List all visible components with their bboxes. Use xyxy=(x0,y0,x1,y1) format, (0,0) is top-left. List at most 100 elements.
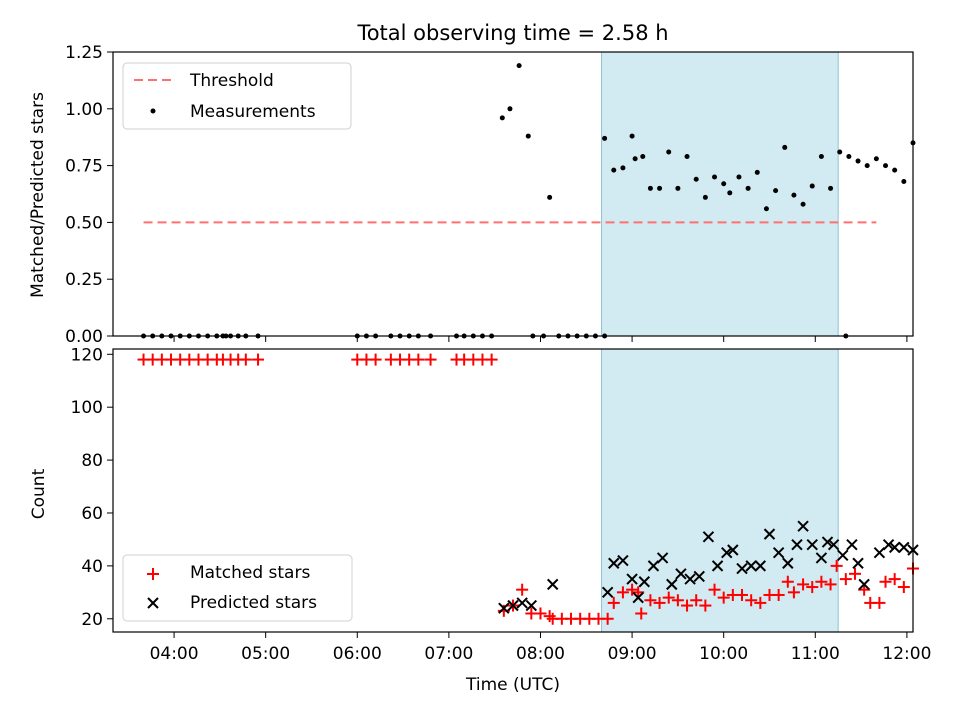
plot-frame xyxy=(112,348,914,633)
predicted-star-point xyxy=(727,544,739,556)
predicted-star-point xyxy=(858,578,870,591)
y-tick-label: 40 xyxy=(81,557,103,577)
measurement-point xyxy=(547,194,553,200)
matched-star-point xyxy=(626,583,639,596)
y-tick-label: 1.25 xyxy=(65,43,103,63)
measurement-point xyxy=(632,156,638,162)
predicted-star-point xyxy=(626,573,638,585)
matched-star-point xyxy=(412,353,425,366)
predicted-legend-swatch xyxy=(147,597,159,609)
bottom-y-axis-label: Count xyxy=(29,468,49,519)
measurement-point xyxy=(657,185,663,191)
matched-star-point xyxy=(873,596,886,609)
predicted-star-point xyxy=(846,539,858,551)
predicted-star-point xyxy=(632,591,644,604)
measurement-point xyxy=(647,185,653,191)
predicted-star-point xyxy=(797,520,809,532)
matched-star-point xyxy=(772,588,785,601)
matched-star-point xyxy=(681,599,694,612)
predicted-star-point xyxy=(772,546,785,559)
predicted-star-point xyxy=(601,586,614,599)
plot-frame xyxy=(112,51,914,337)
y-tick-label: 100 xyxy=(71,398,103,418)
matched-star-point xyxy=(424,353,437,366)
predicted-star-point xyxy=(675,568,687,580)
measurement-point xyxy=(809,183,815,189)
measurement-point xyxy=(507,106,513,112)
y-tick-label: 120 xyxy=(71,345,103,365)
y-tick-label: 0.00 xyxy=(65,327,103,347)
matched-star-point xyxy=(745,594,758,607)
matched-star-point xyxy=(830,559,843,572)
matched-star-point xyxy=(690,594,703,607)
x-tick-label: 10:00 xyxy=(699,644,748,664)
measurement-point xyxy=(773,188,779,194)
matched-star-point xyxy=(239,353,252,366)
count-panel: 20 40 60 80 100 120 04:00 05:00 06:00 07:00 08:00 0… xyxy=(71,345,932,664)
matched-star-point xyxy=(787,586,800,599)
predicted-star-point xyxy=(763,528,776,540)
matched-star-point xyxy=(653,596,666,609)
figure-title: Total observing time = 2.58 h xyxy=(356,21,668,45)
predicted-star-point xyxy=(888,541,901,554)
top-legend: Threshold Measurements xyxy=(122,62,352,130)
matched-star-point xyxy=(879,575,892,588)
predicted-star-point xyxy=(525,599,538,612)
predicted-star-point xyxy=(852,557,864,569)
predicted-star-point xyxy=(693,570,705,583)
predicted-star-point xyxy=(821,536,834,548)
measurement-point xyxy=(640,154,646,160)
matched-star-point xyxy=(534,607,547,620)
x-tick-label: 04:00 xyxy=(150,644,199,664)
predicted-star-point xyxy=(736,562,748,575)
matched-star-point xyxy=(252,353,265,366)
x-tick-label: 09:00 xyxy=(608,644,657,664)
measurement-point xyxy=(516,63,522,69)
x-tick-label: 07:00 xyxy=(424,644,473,664)
matched-star-point xyxy=(601,612,614,625)
y-tick-label: 80 xyxy=(81,451,103,471)
measurement-point xyxy=(754,169,760,175)
predicted-star-point xyxy=(837,549,849,562)
matched-star-point xyxy=(671,594,684,607)
x-tick-label: 11:00 xyxy=(791,644,840,664)
measurements-legend-label: Measurements xyxy=(190,102,316,122)
predicted-star-point xyxy=(666,578,678,591)
x-axis-label: Time (UTC) xyxy=(465,675,560,695)
matched-star-point xyxy=(369,353,382,366)
predicted-star-point xyxy=(721,546,733,559)
measurement-point xyxy=(611,167,617,173)
measurement-point xyxy=(727,190,733,196)
predicted-star-point xyxy=(754,560,767,572)
measurement-point xyxy=(499,115,505,121)
matched-legend-swatch xyxy=(147,568,159,580)
predicted-star-point xyxy=(638,576,651,588)
measurement-point xyxy=(629,133,635,139)
matched-star-point xyxy=(485,353,498,366)
predicted-star-point xyxy=(882,539,895,551)
measurement-point xyxy=(846,154,852,160)
predicted-star-point xyxy=(546,578,559,591)
measurement-point xyxy=(525,133,531,139)
predicted-star-point xyxy=(782,557,794,569)
bottom-legend: Matched stars Predicted stars xyxy=(122,554,353,622)
measurement-point xyxy=(901,179,907,185)
y-tick-label: 0.75 xyxy=(65,157,103,177)
measurement-point xyxy=(828,185,834,191)
y-tick-label: 0.25 xyxy=(65,270,103,290)
measurement-point xyxy=(666,149,672,155)
predicted-star-point xyxy=(827,539,840,551)
predicted-star-point xyxy=(608,557,620,569)
measurement-point xyxy=(892,167,898,173)
predicted-legend-label: Predicted stars xyxy=(190,593,317,613)
measurement-point xyxy=(602,135,608,141)
x-tick-label: 05:00 xyxy=(241,644,290,664)
matched-star-point xyxy=(516,583,529,596)
threshold-legend-label: Threshold xyxy=(189,71,274,91)
predicted-star-point xyxy=(898,541,910,554)
matched-star-point xyxy=(708,583,721,596)
matched-star-point xyxy=(662,591,675,604)
predicted-star-point xyxy=(498,602,510,614)
predicted-star-point xyxy=(617,554,629,567)
